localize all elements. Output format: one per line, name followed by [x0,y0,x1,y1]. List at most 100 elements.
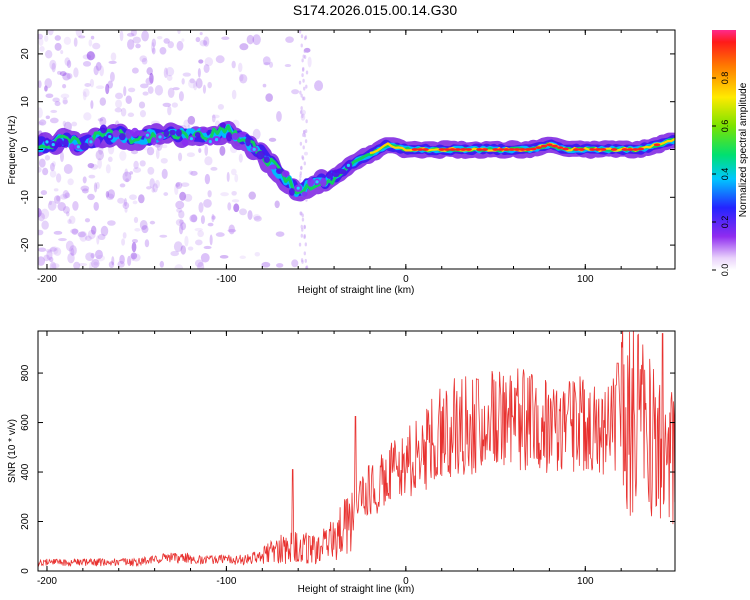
ridge-blob [181,138,189,147]
noise-blob [108,261,115,269]
noise-blob [269,61,274,68]
noise-blob [132,167,142,173]
noise-blob [171,102,179,108]
noise-blob [298,178,302,183]
noise-blob [130,149,139,155]
ridge-peak [535,146,542,149]
noise-blob [38,210,41,219]
noise-blob [239,73,244,82]
noise-blob [38,37,44,46]
noise-blob [252,128,261,140]
ridge-peak [540,144,548,148]
noise-blob [69,245,77,256]
noise-blob [38,212,45,222]
ridge-blob [118,133,126,141]
noise-blob [194,259,204,268]
noise-blob [120,107,127,117]
ridge-peak [508,148,515,151]
noise-blob [135,43,141,49]
noise-blob [231,89,237,100]
noise-blob [49,261,57,269]
noise-blob [38,119,47,126]
noise-blob [60,49,64,55]
y-tick-label: -20 [20,237,31,252]
snr-y-axis: 0 200 400 600 800 [20,364,675,574]
ridge-blob-core [189,137,194,141]
noise-blob [183,119,190,128]
noise-blob [159,260,165,268]
noise-blob [174,184,179,196]
noise-blob [38,256,46,266]
noise-blob [155,148,160,160]
noise-blob [95,254,105,262]
noise-blob [81,188,89,194]
noise-blob [299,211,302,216]
noise-blob [70,228,79,234]
noise-blob [119,254,125,265]
noise-blob [130,30,137,37]
noise-blob [202,84,207,94]
noise-blob [95,62,102,71]
noise-blob [124,168,128,177]
noise-blob [91,53,96,60]
noise-blob [301,114,304,119]
page-title: S174.2026.015.00.14.G30 [292,2,458,18]
noise-blob [203,36,210,47]
noise-blob [46,250,53,261]
noise-blob [125,178,129,183]
ridge-blob [130,127,139,138]
noise-blob [303,251,307,256]
ridge-blob [256,150,265,160]
noise-blob [79,231,88,242]
noise-blob [94,249,103,260]
noise-blob [227,228,237,233]
noise-blob [298,242,302,247]
ridge-blob-core [51,142,55,147]
noise-blob [88,174,96,179]
noise-blob [238,62,243,73]
noise-blob [163,192,169,196]
noise-blob [139,110,147,118]
noise-blob [276,110,282,122]
ridge-peak [562,147,569,151]
noise-blob [139,83,149,89]
noise-blob [175,181,183,189]
noise-blob [78,35,86,39]
noise-blob [139,219,148,230]
noise-blob [142,91,149,96]
noise-blob [300,34,304,39]
ridge-blob [194,132,201,138]
snr-series-line [38,331,675,568]
x-tick-label: 0 [403,576,409,587]
noise-blob [182,72,191,77]
noise-blob [151,47,156,55]
noise-blob [180,222,187,231]
noise-blob [298,30,302,34]
noise-blob [197,230,204,238]
noise-blob [117,197,125,204]
noise-blob [198,59,204,64]
noise-blob [57,202,66,212]
noise-blob [204,57,214,67]
noise-blob [189,214,198,223]
noise-blob [95,61,102,71]
noise-blob [194,227,203,232]
y-tick-label: 400 [20,463,31,480]
noise-blob [204,145,209,156]
noise-blob [198,148,202,154]
noise-blob [178,91,184,102]
noise-blob [217,104,224,110]
noise-blob [175,219,184,226]
noise-blob [95,149,104,161]
noise-blob [198,202,204,213]
noise-blob [219,145,226,156]
noise-blob [90,252,95,259]
noise-blob [130,252,138,260]
noise-blob [231,190,237,196]
noise-blob [219,254,229,259]
noise-blob [62,97,68,105]
noise-blob [127,112,135,118]
noise-blob [199,39,208,47]
noise-blob [84,83,91,87]
noise-blob [45,50,53,59]
